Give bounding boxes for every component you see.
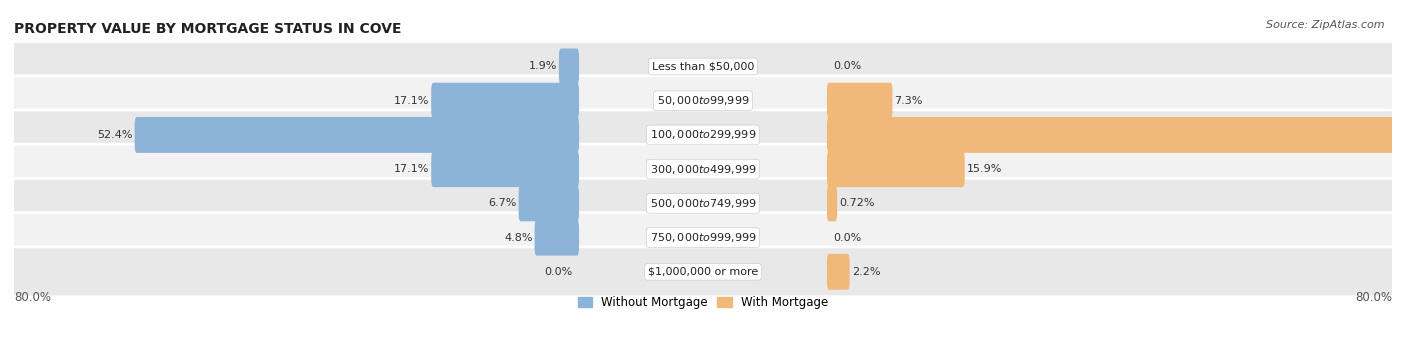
Legend: Without Mortgage, With Mortgage: Without Mortgage, With Mortgage [574, 291, 832, 314]
Text: 15.9%: 15.9% [967, 164, 1002, 174]
Text: 0.72%: 0.72% [839, 198, 875, 208]
Text: Less than $50,000: Less than $50,000 [652, 62, 754, 71]
Text: $1,000,000 or more: $1,000,000 or more [648, 267, 758, 277]
Text: 1.9%: 1.9% [529, 62, 557, 71]
Text: 4.8%: 4.8% [503, 233, 533, 243]
FancyBboxPatch shape [13, 212, 1393, 262]
Text: 0.0%: 0.0% [544, 267, 572, 277]
Text: PROPERTY VALUE BY MORTGAGE STATUS IN COVE: PROPERTY VALUE BY MORTGAGE STATUS IN COV… [14, 22, 402, 36]
Text: $300,000 to $499,999: $300,000 to $499,999 [650, 163, 756, 176]
Text: $50,000 to $99,999: $50,000 to $99,999 [657, 94, 749, 107]
Text: 80.0%: 80.0% [1355, 291, 1392, 304]
FancyBboxPatch shape [432, 83, 579, 119]
FancyBboxPatch shape [13, 76, 1393, 126]
Text: 7.3%: 7.3% [894, 96, 922, 106]
FancyBboxPatch shape [827, 185, 837, 221]
FancyBboxPatch shape [13, 247, 1393, 297]
Text: 17.1%: 17.1% [394, 96, 429, 106]
FancyBboxPatch shape [13, 178, 1393, 228]
FancyBboxPatch shape [827, 151, 965, 187]
FancyBboxPatch shape [827, 83, 893, 119]
FancyBboxPatch shape [13, 110, 1393, 160]
FancyBboxPatch shape [135, 117, 579, 153]
FancyBboxPatch shape [534, 220, 579, 256]
FancyBboxPatch shape [13, 144, 1393, 194]
FancyBboxPatch shape [519, 185, 579, 221]
Text: 52.4%: 52.4% [97, 130, 132, 140]
Text: 6.7%: 6.7% [488, 198, 516, 208]
FancyBboxPatch shape [827, 254, 849, 290]
FancyBboxPatch shape [560, 49, 579, 84]
FancyBboxPatch shape [432, 151, 579, 187]
Text: $750,000 to $999,999: $750,000 to $999,999 [650, 231, 756, 244]
Text: 80.0%: 80.0% [14, 291, 51, 304]
Text: 2.2%: 2.2% [852, 267, 880, 277]
Text: 0.0%: 0.0% [834, 62, 862, 71]
FancyBboxPatch shape [827, 117, 1406, 153]
Text: $100,000 to $299,999: $100,000 to $299,999 [650, 129, 756, 141]
Text: $500,000 to $749,999: $500,000 to $749,999 [650, 197, 756, 210]
FancyBboxPatch shape [13, 41, 1393, 91]
Text: Source: ZipAtlas.com: Source: ZipAtlas.com [1267, 20, 1385, 30]
Text: 0.0%: 0.0% [834, 233, 862, 243]
Text: 17.1%: 17.1% [394, 164, 429, 174]
